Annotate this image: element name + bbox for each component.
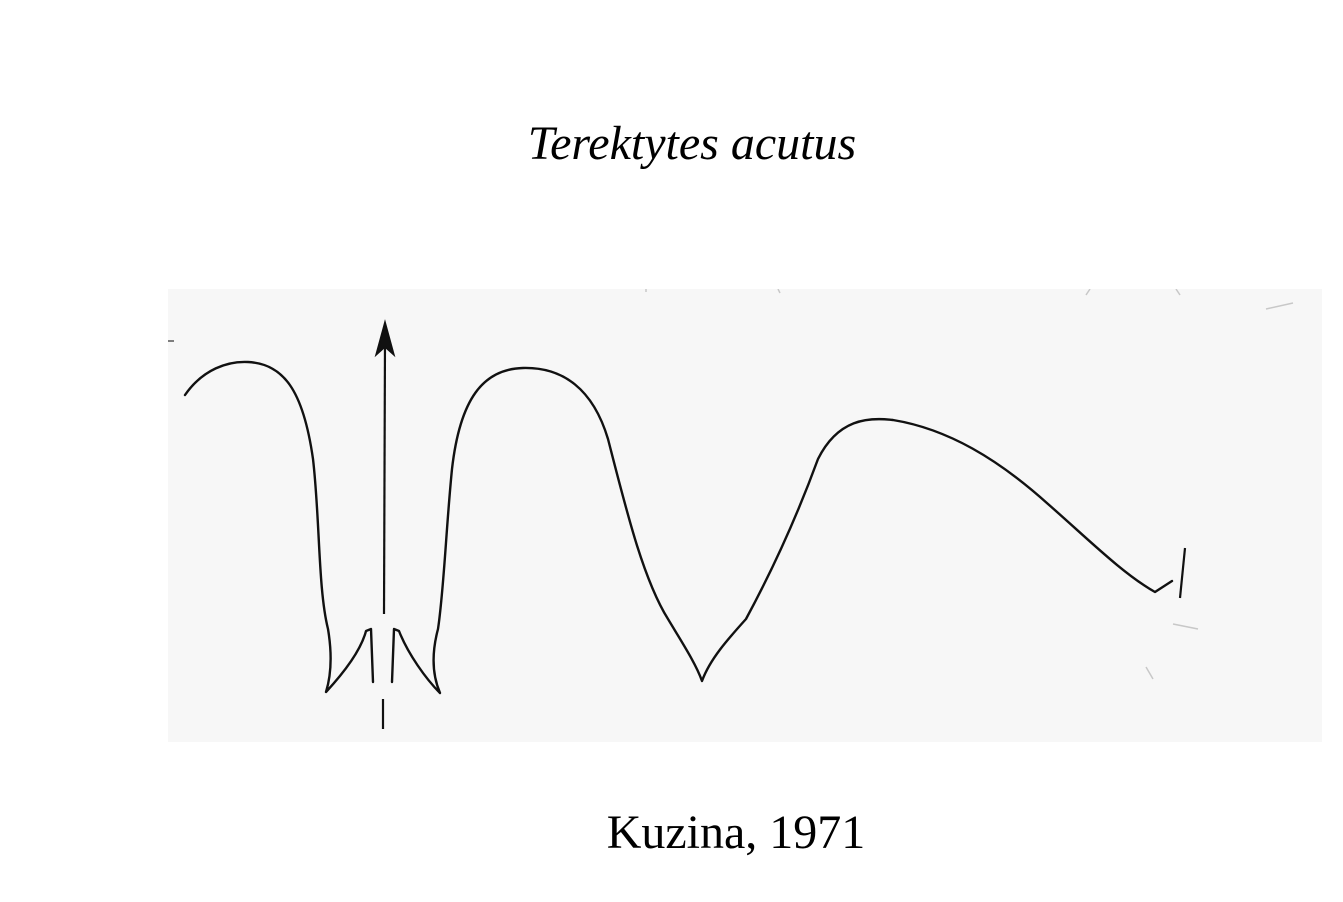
suture-line-continuation (390, 366, 1174, 695)
suture-line-drawing (168, 289, 1294, 729)
suture-line-figure (168, 289, 1322, 742)
slide-title: Terektytes acutus (527, 117, 857, 170)
figure-caption: Kuzina, 1971 (606, 806, 866, 859)
scan-marks (168, 289, 1294, 680)
end-tick (1178, 547, 1187, 599)
arrow-shaft (382, 338, 387, 615)
arrow-head (374, 319, 396, 358)
suture-line (183, 360, 375, 694)
